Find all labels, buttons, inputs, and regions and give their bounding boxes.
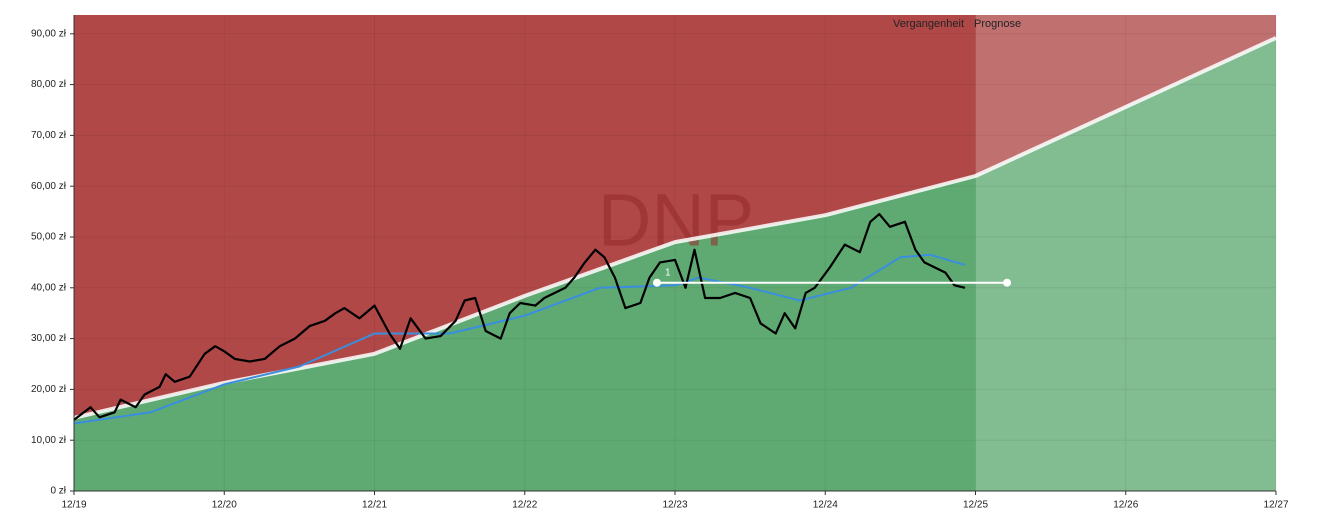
x-tick-label: 12/27 [1263,500,1288,509]
watermark: DNP [598,179,754,262]
price-line [73,213,966,421]
past-label: Vergangenheit [893,18,964,30]
marks: 1 [73,36,1277,425]
x-tick-label: 12/21 [362,500,387,509]
y-tick-label: 60,00 zł [31,181,67,192]
y-tick-label: 50,00 zł [31,232,67,243]
y-tick-label: 20,00 zł [31,384,67,395]
forecast-overlay [975,15,1276,491]
x-tick-label: 12/20 [212,500,237,509]
y-tick-label: 70,00 zł [31,130,67,141]
axes: 0 zł 10,00 zł 20,00 zł 30,00 zł 40,00 zł 50,0… [31,15,1289,509]
x-tick-label: 12/26 [1113,500,1138,509]
target-point [1003,278,1012,287]
y-tick-label: 40,00 zł [31,282,67,293]
y-tick-label: 80,00 zł [31,79,67,90]
x-tick-label: 12/22 [512,500,537,509]
overvalued-area [74,15,1276,418]
y-tick-label: 0 zł [50,486,66,497]
x-tick-label: 12/19 [61,500,86,509]
undervalued-area [74,37,1276,492]
x-tick-label: 12/25 [963,500,988,509]
target-point [652,278,661,287]
y-tick-label: 90,00 zł [31,28,67,39]
x-tick-label: 12/24 [813,500,838,509]
moving-average-line [73,253,966,425]
forecast-label: Prognose [974,18,1021,30]
plot-background [74,15,1276,492]
x-tick-label: 12/23 [662,500,687,509]
target-label: 1 [665,267,671,278]
y-tick-label: 30,00 zł [31,333,67,344]
y-tick-label: 10,00 zł [31,435,67,446]
